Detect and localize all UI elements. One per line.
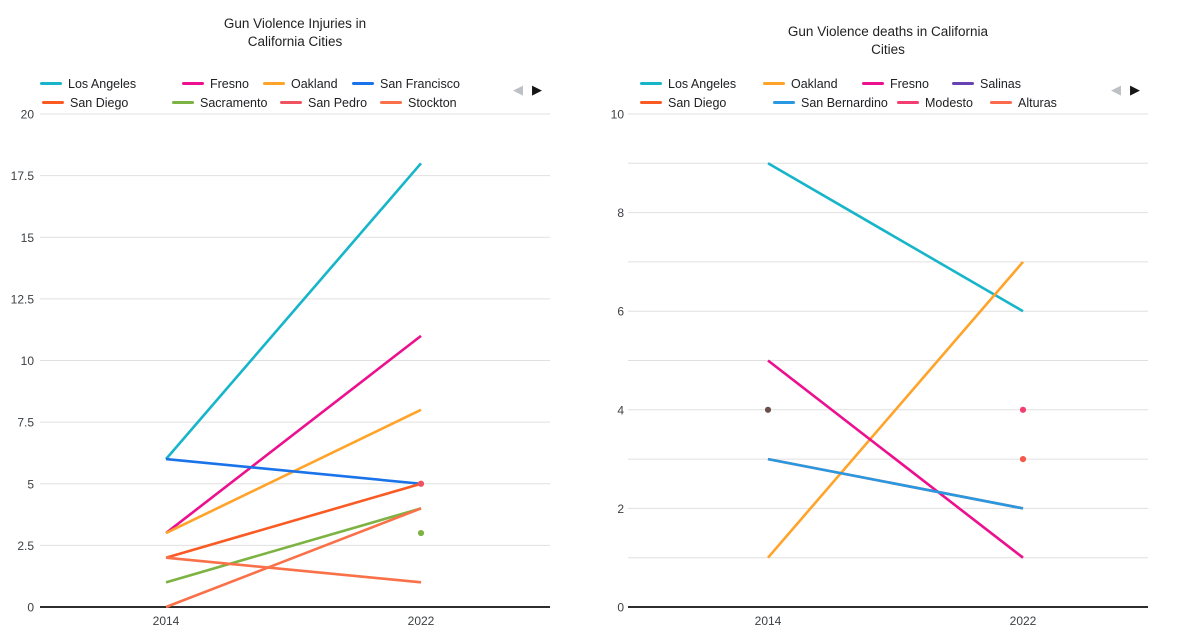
y-tick-label: 7.5 [17,416,34,430]
legend-swatch [380,101,402,104]
series-point-salinas [764,406,772,413]
legend-item-alturas: Alturas [990,95,1057,110]
legend-label: San Diego [668,95,727,110]
legend-label: Salinas [980,76,1021,91]
y-tick-label: 8 [617,206,624,220]
legend-label: San Pedro [308,95,368,110]
y-tick-label: 17.5 [11,169,35,183]
legend-label: San Francisco [380,76,460,91]
deaths-chart-title-line1: Gun Violence deaths in California [787,24,989,39]
legend-item-sacramento: Sacramento [172,95,267,110]
series-line-unlabeled [165,507,422,609]
legend-label: Stockton [408,95,457,110]
legend-item-oakland: Oakland [763,76,838,91]
y-tick-label: 15 [21,231,35,245]
y-tick-label: 0 [617,601,624,615]
legend-item-salinas: Salinas [952,76,1021,91]
x-tick-label: 2022 [408,614,435,628]
legend-swatch [42,101,64,104]
series-line-san-francisco [165,457,422,486]
legend-item-san-pedro: San Pedro [280,95,367,110]
y-tick-label: 6 [617,305,624,319]
legend-label: Fresno [890,76,929,91]
legend-item-modesto: Modesto [897,95,973,110]
legend-label: Oakland [791,76,838,91]
legend-next-icon[interactable]: ▶ [1130,83,1140,98]
legend-item-oakland: Oakland [263,76,338,91]
legend-prev-icon[interactable]: ◀ [513,83,523,98]
y-tick-label: 12.5 [11,292,35,306]
series-line-stockton [165,556,422,584]
legend-swatch [897,101,919,104]
legend-swatch [952,82,974,85]
legend-label: Los Angeles [668,76,737,91]
legend-label: San Diego [70,95,129,110]
legend-next-icon[interactable]: ▶ [532,83,542,98]
deaths-chart-title: Gun Violence deaths in California Cities [678,23,1098,59]
series-point-unlabeled [417,529,425,537]
y-tick-label: 5 [27,477,34,491]
x-tick-label: 2022 [1010,614,1037,628]
legend-label: San Bernardino [801,95,888,110]
y-tick-label: 2.5 [17,539,34,553]
legend-item-san-bernardino: San Bernardino [773,95,888,110]
injuries-chart-title-line2: California Cities [247,34,343,49]
legend-swatch [763,82,785,85]
legend-label: Sacramento [200,95,268,110]
legend-swatch [263,82,285,85]
legend-label: Fresno [210,76,249,91]
legend-label: Los Angeles [68,76,137,91]
series-line-san-bernardino [767,457,1024,510]
legend-swatch [172,101,194,104]
y-tick-label: 10 [611,108,625,122]
series-line-fresno [165,334,422,535]
injuries-chart-title-line1: Gun Violence Injuries in [223,16,367,31]
legend-swatch [640,82,662,85]
legend-label: Oakland [291,76,338,91]
legend-item-los-angeles: Los Angeles [40,76,136,91]
x-tick-label: 2014 [153,614,180,628]
y-tick-label: 2 [617,502,624,516]
legend-item-los-angeles: Los Angeles [640,76,736,91]
y-tick-label: 0 [27,601,34,615]
legend-item-fresno: Fresno [182,76,249,91]
legend-item-san-diego: San Diego [640,95,726,110]
legend-prev-icon[interactable]: ◀ [1111,83,1121,98]
legend-swatch [773,101,795,104]
legend-swatch [40,82,62,85]
injuries-chart-title: Gun Violence Injuries in California Citi… [85,15,505,51]
legend-swatch [640,101,662,104]
legend-swatch [280,101,302,104]
deaths-chart-title-line2: Cities [871,42,905,57]
series-line-los-angeles [767,162,1024,313]
legend-swatch [862,82,884,85]
series-point-modesto [1019,406,1027,413]
legend-label: Modesto [925,95,973,110]
legend-item-san-francisco: San Francisco [352,76,460,91]
series-point-san-pedro [417,480,425,487]
series-line-los-angeles [165,162,422,460]
series-line-fresno [767,359,1024,559]
legend-item-stockton: Stockton [380,95,457,110]
legend-swatch [990,101,1012,104]
series-line-oakland [767,261,1024,559]
legend-swatch [352,82,374,85]
legend-label: Alturas [1018,95,1057,110]
series-line-san-diego [165,482,422,559]
y-tick-label: 4 [617,403,624,417]
series-point-alturas [1019,456,1027,463]
legend-item-fresno: Fresno [862,76,929,91]
series-line-sacramento [165,507,422,584]
legend-item-san-diego: San Diego [42,95,128,110]
y-tick-label: 10 [21,354,35,368]
y-tick-label: 20 [21,108,35,122]
legend-swatch [182,82,204,85]
x-tick-label: 2014 [755,614,782,628]
